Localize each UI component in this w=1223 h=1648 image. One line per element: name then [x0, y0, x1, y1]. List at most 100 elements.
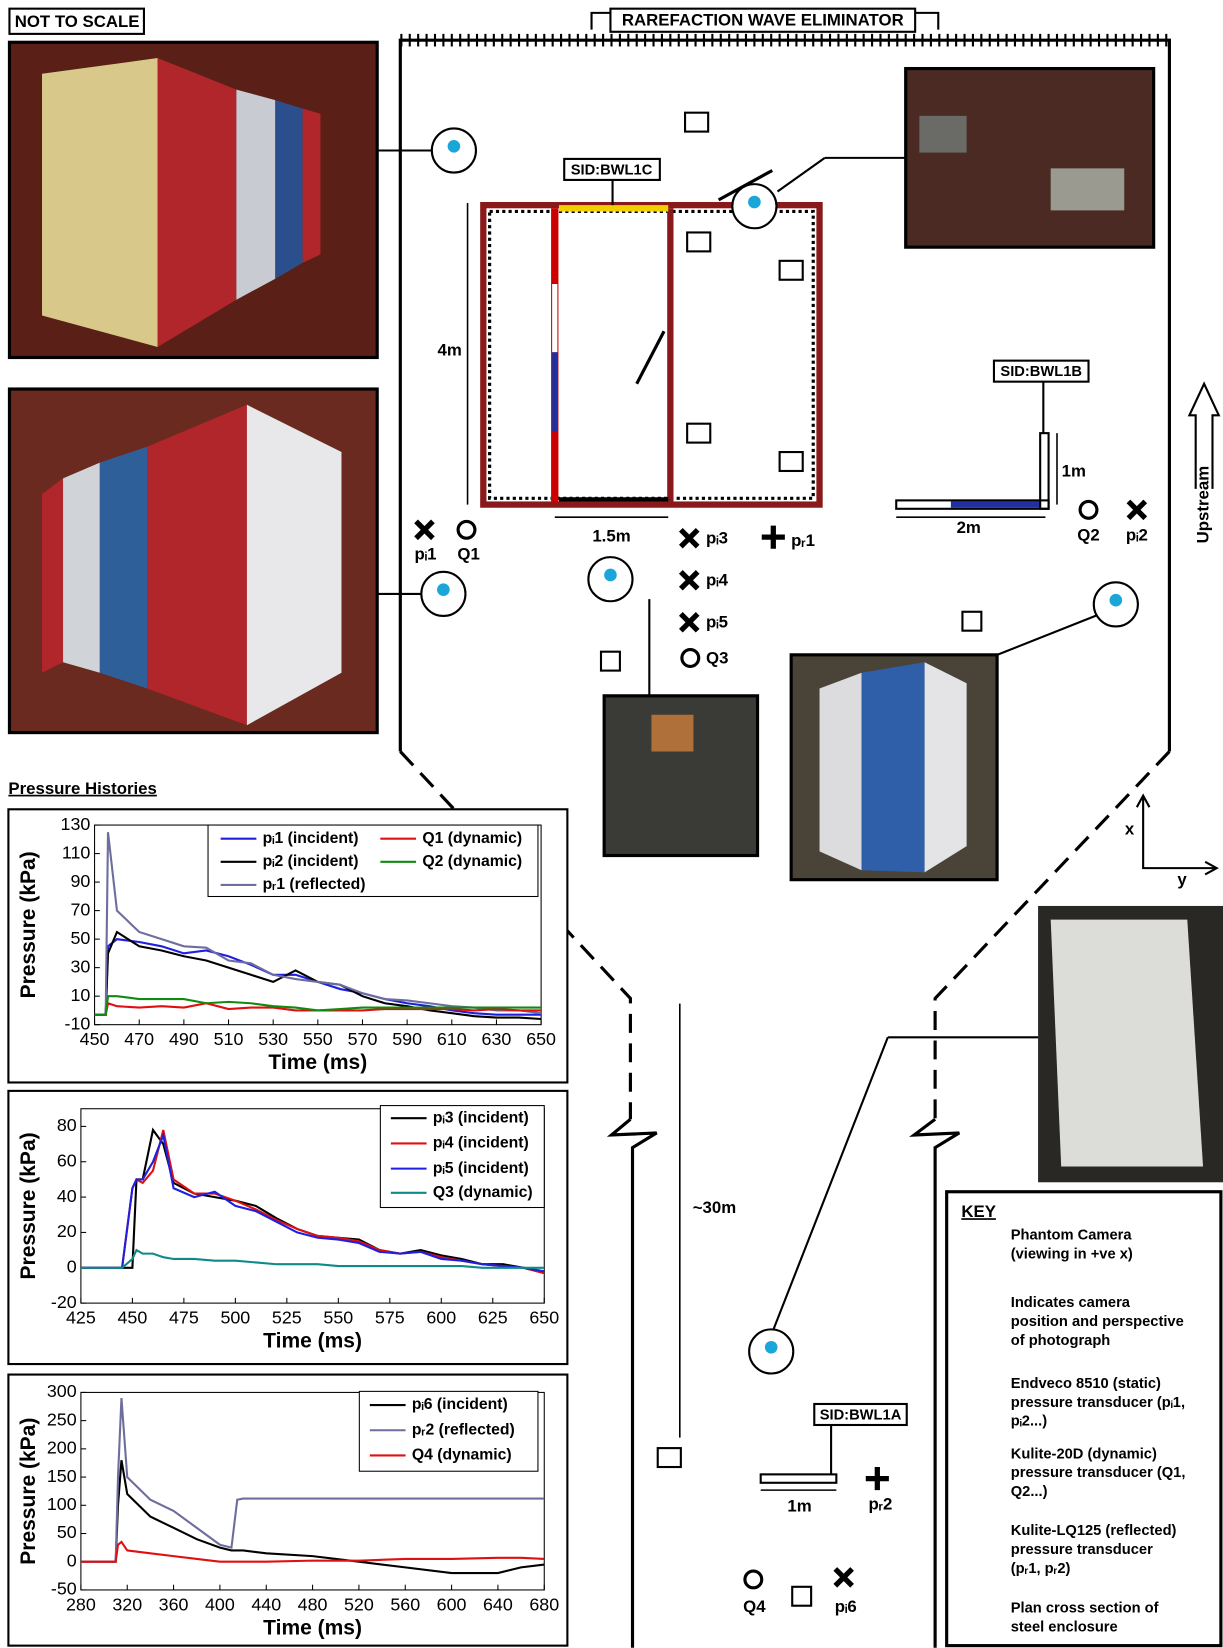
- static-gauge: [681, 614, 698, 631]
- y-tick-label: 0: [67, 1256, 77, 1276]
- wall: [1040, 433, 1048, 509]
- y-tick-label: 0: [67, 1550, 77, 1570]
- reflected-gauge: [762, 526, 785, 549]
- dimension: 1m: [787, 1496, 811, 1515]
- photo-wall: [100, 447, 147, 689]
- x-tick-label: 680: [529, 1594, 559, 1614]
- x-tick-label: 470: [124, 1029, 154, 1049]
- camera: [780, 261, 803, 280]
- photo-wall: [820, 673, 862, 871]
- legend-label: pᵢ1 (incident): [263, 830, 359, 847]
- leader: [772, 1037, 888, 1332]
- y-tick-label: 150: [47, 1466, 77, 1486]
- x-tick-label: 480: [298, 1594, 328, 1614]
- y-tick-label: 10: [70, 985, 90, 1005]
- dimension: 1.5m: [592, 527, 630, 546]
- photo: [906, 69, 1154, 248]
- key-text: (pᵣ1, pᵣ2): [1011, 1561, 1071, 1577]
- gauge-label: pᵢ1: [415, 544, 437, 563]
- x-tick-label: 475: [169, 1308, 199, 1328]
- x-tick-label: 400: [205, 1594, 235, 1614]
- key-text: steel enclosure: [1011, 1620, 1118, 1636]
- x-tick-label: 575: [375, 1308, 405, 1328]
- x-tick-label: 630: [482, 1029, 512, 1049]
- key-text: position and perspective: [1011, 1314, 1184, 1330]
- section-title: Pressure Histories: [8, 779, 156, 798]
- dynamic-gauge: [745, 1571, 762, 1588]
- wall: [761, 1474, 837, 1482]
- key-text: Endveco 8510 (static): [1011, 1376, 1161, 1392]
- legend-label: pᵢ6 (incident): [412, 1396, 508, 1413]
- x-tick-label: 650: [526, 1029, 556, 1049]
- x-tick-label: 450: [117, 1308, 147, 1328]
- outline: [612, 1119, 657, 1647]
- key-text: Kulite-LQ125 (reflected): [1011, 1523, 1177, 1539]
- gauge-label: pᵣ1: [791, 531, 815, 550]
- page: { "header": {"note": "NOT TO SCALE", "el…: [0, 0, 1223, 1648]
- x-tick-label: 490: [169, 1029, 199, 1049]
- y-tick-label: -20: [51, 1292, 77, 1312]
- camera: [792, 1587, 811, 1606]
- y-tick-label: 250: [47, 1409, 77, 1429]
- key-title: KEY: [961, 1202, 996, 1221]
- camera: [687, 232, 710, 251]
- static-gauge: [681, 530, 698, 547]
- dynamic-gauge: [458, 521, 475, 538]
- camera: [780, 452, 803, 471]
- photo-wall: [303, 108, 321, 262]
- key-text: pᵢ2...): [1011, 1414, 1047, 1430]
- camera: [685, 113, 708, 132]
- y-tick-label: 20: [57, 1221, 77, 1241]
- xy-axes: [1137, 796, 1217, 875]
- key-text: Plan cross section of: [1011, 1601, 1159, 1617]
- legend-label: pᵣ2 (reflected): [412, 1421, 515, 1438]
- pupil: [748, 196, 761, 209]
- y-tick-label: 130: [61, 814, 91, 834]
- x-tick-label: 510: [214, 1029, 244, 1049]
- key-text: pressure transducer (pᵢ1,: [1011, 1395, 1185, 1411]
- static-gauge: [416, 521, 433, 538]
- key-text: pressure transducer: [1011, 1542, 1153, 1558]
- photo-wall: [275, 100, 302, 279]
- y-tick-label: 70: [70, 899, 90, 919]
- x-axis-label: Time (ms): [263, 1616, 362, 1639]
- axis-name: x: [1125, 820, 1135, 839]
- wall-seg: [951, 501, 1040, 507]
- photo-camera: [1051, 168, 1125, 210]
- note: NOT TO SCALE: [15, 12, 140, 31]
- y-axis-label: Pressure (kPa): [17, 1418, 40, 1565]
- legend-label: pᵢ2 (incident): [263, 853, 359, 870]
- pupil: [437, 583, 450, 596]
- gauge-label: Q4: [743, 1597, 766, 1616]
- key-text: of photograph: [1011, 1333, 1111, 1349]
- dimension: 1m: [1062, 461, 1086, 480]
- photo-camera: [919, 116, 966, 153]
- photo-wall: [247, 405, 342, 725]
- x-tick-label: 360: [159, 1594, 189, 1614]
- x-tick-label: 320: [112, 1594, 142, 1614]
- photo-wall: [158, 58, 237, 347]
- camera: [687, 424, 710, 443]
- dynamic-gauge: [1080, 501, 1097, 518]
- y-tick-label: 50: [70, 928, 90, 948]
- y-axis-label: Pressure (kPa): [17, 1132, 40, 1279]
- legend-label: Q2 (dynamic): [422, 853, 522, 870]
- y-tick-label: 60: [57, 1150, 77, 1170]
- camera: [962, 612, 981, 631]
- static-gauge: [1128, 501, 1145, 518]
- x-tick-label: 625: [478, 1308, 508, 1328]
- dimension: ~30m: [693, 1198, 736, 1217]
- gauge-label: Q2: [1077, 526, 1099, 545]
- door: [637, 331, 664, 384]
- legend-label: Q3 (dynamic): [433, 1184, 533, 1201]
- photo-wall: [42, 58, 158, 347]
- photo-box: [651, 715, 693, 752]
- legend-label: Q1 (dynamic): [422, 830, 522, 847]
- sid: SID:BWL1A: [820, 1407, 902, 1423]
- pupil: [1110, 594, 1123, 607]
- legend-label: pᵢ5 (incident): [433, 1160, 529, 1177]
- y-tick-label: 100: [47, 1494, 77, 1514]
- gauge-label: pᵢ5: [706, 613, 728, 632]
- photo-wall: [236, 90, 275, 300]
- y-tick-label: 300: [47, 1381, 77, 1401]
